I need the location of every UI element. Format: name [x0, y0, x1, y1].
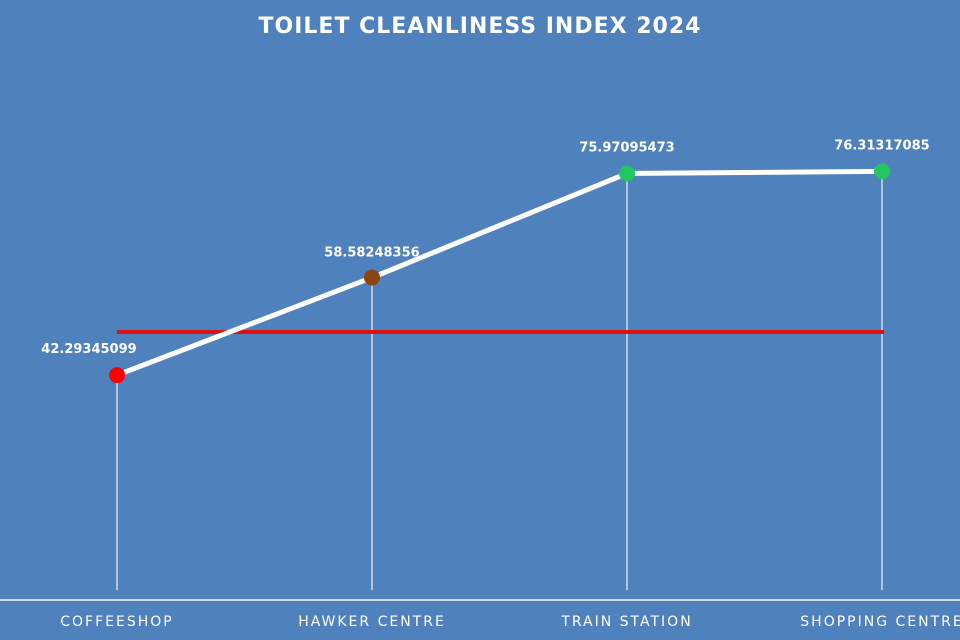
x-tick-label-3: TRAIN STATION [560, 614, 692, 630]
data-label-2: 58.58248356 [324, 246, 419, 261]
data-point-4 [874, 163, 890, 180]
data-point-3 [619, 165, 635, 182]
chart-title: TOILET CLEANLINESS INDEX 2024 [258, 14, 702, 39]
x-tick-label-2: HAWKER CENTRE [298, 614, 446, 630]
data-label-3: 75.97095473 [579, 140, 674, 155]
data-point-1 [109, 367, 125, 384]
x-tick-label-4: SHOPPING CENTRE [800, 614, 960, 630]
series-line [114, 168, 885, 378]
data-label-4: 76.31317085 [834, 138, 929, 153]
data-label-1: 42.29345099 [41, 342, 136, 357]
x-tick-label-1: COFFEESHOP [60, 614, 173, 630]
data-point-2 [364, 269, 380, 286]
